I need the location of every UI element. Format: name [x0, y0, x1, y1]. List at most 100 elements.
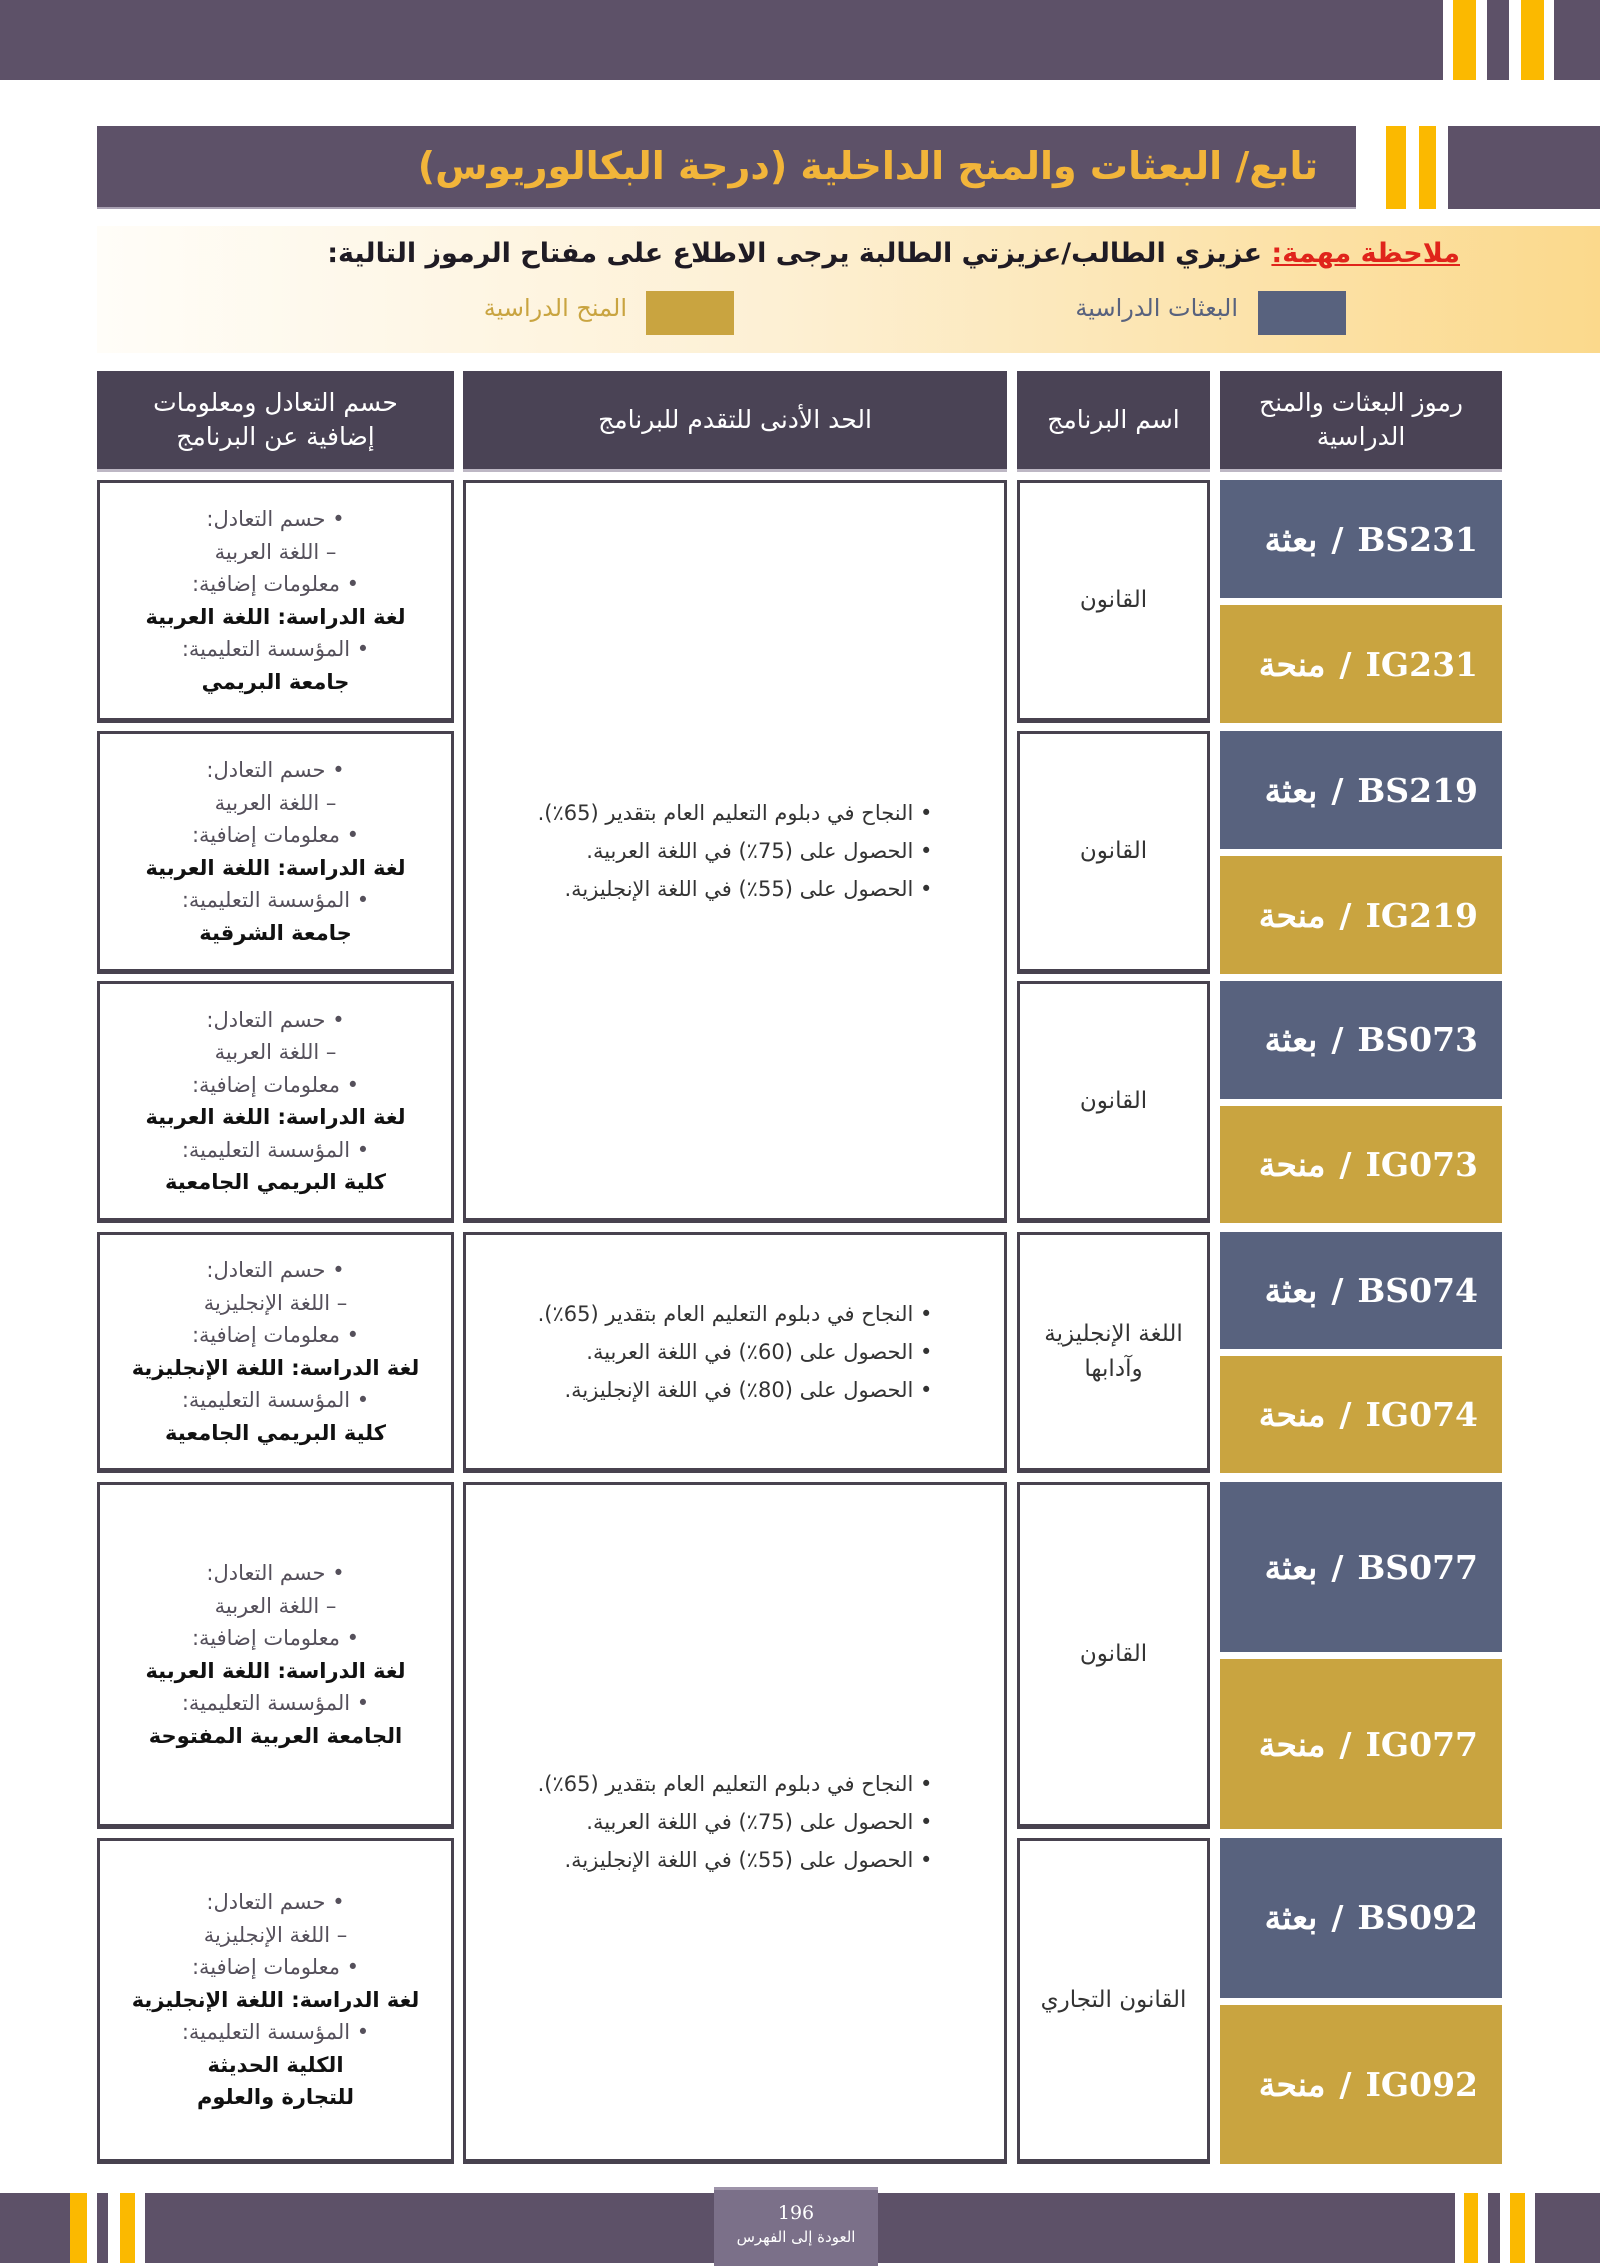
scholarship-code: BS077 — [1357, 1547, 1478, 1587]
top-stripe — [1554, 0, 1600, 80]
requirements-cell: النجاح في دبلوم التعليم العام بتقدير (65… — [463, 1232, 1007, 1473]
additional-info-label: معلومات إضافية: — [192, 1069, 359, 1102]
top-band — [0, 0, 1443, 80]
grant-word: منحة — [1258, 1395, 1326, 1434]
equivalency-value: – اللغة العربية — [214, 539, 337, 564]
requirements-cell: النجاح في دبلوم التعليم العام بتقدير (65… — [463, 480, 1007, 1223]
equivalency-label: حسم التعادل: — [206, 754, 344, 787]
grant-word: منحة — [1258, 1724, 1326, 1764]
legend-label-scholarship: البعثات الدراسية — [1075, 294, 1238, 322]
study-language: لغة الدراسة: اللغة العربية — [145, 855, 406, 880]
scholarship-code-cell: BS073 / بعثة — [1220, 981, 1502, 1099]
column-header-info: حسم التعادل ومعلومات إضافية عن البرنامج — [97, 371, 454, 472]
scholarship-code-cell: BS092 / بعثة — [1220, 1838, 1502, 1998]
equivalency-value: – اللغة العربية — [214, 790, 337, 815]
scholarship-code: BS231 — [1357, 519, 1478, 559]
institution-name: كلية البريمي الجامعية — [165, 1170, 386, 1194]
additional-info-label: معلومات إضافية: — [192, 1622, 359, 1655]
institution-name: الجامعة العربية المفتوحة — [148, 1723, 403, 1748]
code-separator: / — [1331, 1898, 1344, 1938]
equivalency-value: – اللغة الإنجليزية — [203, 1922, 348, 1947]
note-box: ملاحظة مهمة: عزيزي الطالب/عزيزتي الطالبة… — [97, 226, 1600, 353]
additional-info-label: معلومات إضافية: — [192, 1951, 359, 1984]
grant-word: منحة — [1258, 1144, 1326, 1184]
grant-code-cell: IG092 / منحة — [1220, 2004, 1502, 2164]
program-name: القانون — [1079, 1087, 1148, 1114]
grant-code-cell: IG077 / منحة — [1220, 1659, 1502, 1829]
grant-code-cell: IG073 / منحة — [1220, 1105, 1502, 1223]
title-stripe — [1448, 126, 1600, 209]
legend-swatch-grant — [646, 291, 734, 335]
grant-code: IG077 — [1365, 1724, 1478, 1764]
scholarship-word: بعثة — [1264, 1271, 1318, 1310]
requirement-item: الحصول على (60٪) في اللغة العربية. — [538, 1333, 933, 1371]
code-separator: / — [1339, 1144, 1352, 1184]
code-separator: / — [1331, 1271, 1344, 1310]
institution-name: للتجارة والعلوم — [197, 2085, 354, 2110]
footer-stripe — [108, 2193, 120, 2263]
institution-label: المؤسسة التعليمية: — [182, 1134, 369, 1167]
top-stripe — [1453, 0, 1476, 80]
additional-info-cell: حسم التعادل: – اللغة العربية معلومات إضافي… — [97, 480, 454, 723]
requirement-item: الحصول على (55٪) في اللغة الإنجليزية. — [538, 1841, 933, 1879]
study-language: لغة الدراسة: اللغة الإنجليزية — [131, 1355, 420, 1380]
equivalency-label: حسم التعادل: — [206, 1557, 344, 1590]
grant-code: IG074 — [1365, 1395, 1478, 1434]
scholarship-code: BS219 — [1357, 770, 1478, 810]
additional-info-cell: حسم التعادل: – اللغة العربية معلومات إضافي… — [97, 731, 454, 974]
program-name-cell: القانون — [1017, 981, 1210, 1223]
equivalency-label: حسم التعادل: — [206, 1004, 344, 1037]
institution-label: المؤسسة التعليمية: — [182, 1384, 369, 1417]
institution-label: المؤسسة التعليمية: — [182, 1687, 369, 1720]
program-name: القانون — [1079, 587, 1148, 614]
program-name-cell: القانون — [1017, 731, 1210, 974]
program-name-cell: اللغة الإنجليزية وآدابها — [1017, 1232, 1210, 1473]
code-separator: / — [1339, 1724, 1352, 1764]
institution-label: المؤسسة التعليمية: — [182, 633, 369, 666]
additional-info-label: معلومات إضافية: — [192, 1319, 359, 1352]
requirements-list: النجاح في دبلوم التعليم العام بتقدير (65… — [538, 1295, 933, 1409]
note-line: ملاحظة مهمة: عزيزي الطالب/عزيزتي الطالبة… — [327, 238, 1460, 269]
page-title-bar: تابع/ البعثات والمنح الداخلية (درجة البك… — [97, 126, 1356, 209]
scholarship-code-cell: BS077 / بعثة — [1220, 1482, 1502, 1652]
footer-stripe — [1525, 2193, 1535, 2263]
column-header-requirements: الحد الأدنى للتقدم للبرنامج — [463, 371, 1007, 472]
code-separator: / — [1339, 644, 1352, 684]
top-stripe — [1521, 0, 1544, 80]
additional-info-cell: حسم التعادل: – اللغة العربية معلومات إضافي… — [97, 981, 454, 1223]
scholarship-code: BS074 — [1357, 1271, 1478, 1310]
grant-code-cell: IG231 / منحة — [1220, 605, 1502, 723]
additional-info-label: معلومات إضافية: — [192, 568, 359, 601]
title-stripe — [1386, 126, 1406, 209]
requirements-list: النجاح في دبلوم التعليم العام بتقدير (65… — [538, 1765, 933, 1879]
back-to-index-label: العودة إلى الفهرس — [736, 2228, 856, 2246]
title-stripe — [1419, 126, 1436, 209]
requirement-item: النجاح في دبلوم التعليم العام بتقدير (65… — [538, 1765, 933, 1803]
institution-label: المؤسسة التعليمية: — [182, 2016, 369, 2049]
scholarship-code: BS073 — [1357, 1020, 1478, 1060]
study-language: لغة الدراسة: اللغة الإنجليزية — [131, 1987, 420, 2012]
code-separator: / — [1339, 1395, 1352, 1434]
grant-code-cell: IG074 / منحة — [1220, 1356, 1502, 1473]
equivalency-label: حسم التعادل: — [206, 1254, 344, 1287]
back-to-index-link[interactable]: 196 العودة إلى الفهرس — [714, 2187, 878, 2266]
page-number: 196 — [777, 2202, 815, 2224]
requirement-item: النجاح في دبلوم التعليم العام بتقدير (65… — [538, 794, 933, 832]
requirement-item: الحصول على (55٪) في اللغة الإنجليزية. — [538, 870, 933, 908]
grant-code: IG092 — [1365, 2064, 1478, 2104]
footer-stripe — [120, 2193, 135, 2263]
footer-stripe — [1510, 2193, 1525, 2263]
footer-stripe — [135, 2193, 145, 2263]
page-title: تابع/ البعثات والمنح الداخلية (درجة البك… — [417, 144, 1318, 188]
scholarship-word: بعثة — [1264, 770, 1318, 810]
institution-name: الكلية الحديثة — [207, 2052, 344, 2077]
note-text: عزيزي الطالب/عزيزتي الطالبة يرجى الاطلاع… — [327, 238, 1272, 269]
scholarship-word: بعثة — [1264, 1547, 1318, 1587]
institution-label: المؤسسة التعليمية: — [182, 884, 369, 917]
code-separator: / — [1331, 1547, 1344, 1587]
additional-info-cell: حسم التعادل: – اللغة الإنجليزية معلومات إض… — [97, 1838, 454, 2164]
legend-label-grant: المنح الدراسية — [483, 294, 627, 322]
code-separator: / — [1331, 1020, 1344, 1060]
study-language: لغة الدراسة: اللغة العربية — [145, 604, 406, 629]
footer-stripe — [1500, 2193, 1510, 2263]
